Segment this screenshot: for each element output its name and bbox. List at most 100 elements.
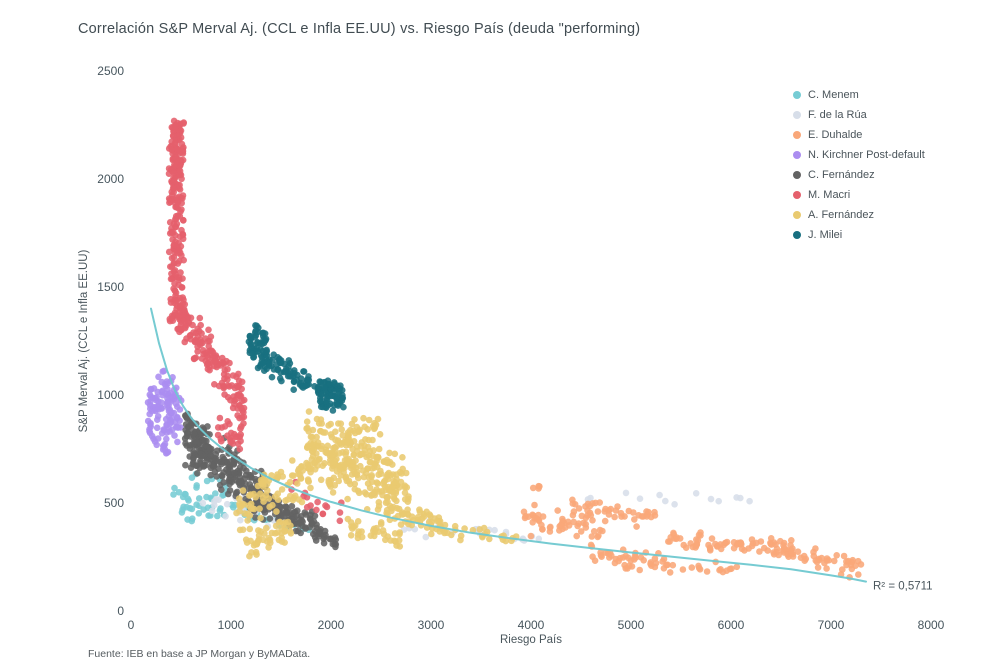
data-point <box>717 566 724 573</box>
data-point <box>277 369 285 376</box>
data-point <box>301 524 309 531</box>
data-point <box>212 490 219 497</box>
data-point <box>531 501 538 509</box>
data-point <box>224 372 231 380</box>
data-point <box>306 461 314 469</box>
data-point <box>309 433 316 441</box>
data-point <box>288 472 296 479</box>
data-point <box>310 530 317 538</box>
data-point <box>288 502 296 510</box>
data-point <box>748 542 756 550</box>
data-point <box>539 525 546 533</box>
data-point <box>621 561 628 569</box>
data-point <box>565 522 573 529</box>
data-point <box>252 493 259 501</box>
data-point <box>833 552 840 559</box>
data-point <box>350 427 357 435</box>
data-point <box>160 367 168 375</box>
data-point <box>194 470 201 477</box>
data-point <box>318 397 325 404</box>
data-point <box>372 421 380 429</box>
data-point <box>200 463 207 470</box>
data-point <box>245 502 252 510</box>
data-point <box>692 544 699 551</box>
data-point <box>425 518 433 526</box>
data-point <box>253 551 260 558</box>
data-point <box>354 487 362 495</box>
data-point <box>656 491 663 499</box>
legend-label: N. Kirchner Post-default <box>808 149 925 161</box>
data-point <box>369 452 377 460</box>
data-point <box>178 206 185 213</box>
data-point <box>252 322 259 329</box>
data-point <box>162 450 170 457</box>
data-point <box>174 181 182 189</box>
legend-item-f-de-la-r-a: F. de la Rúa <box>793 109 925 121</box>
data-point <box>404 506 411 513</box>
legend-label: E. Duhalde <box>808 129 863 141</box>
data-point <box>662 497 669 505</box>
data-point <box>570 508 578 515</box>
data-point <box>336 517 344 525</box>
data-point <box>259 359 267 367</box>
data-point <box>712 540 719 548</box>
data-point <box>338 426 346 433</box>
data-point <box>240 464 247 472</box>
data-point <box>326 381 334 388</box>
x-tick-label: 7000 <box>818 618 845 632</box>
legend-label: C. Menem <box>808 89 859 101</box>
data-point <box>284 518 292 526</box>
data-point <box>211 381 218 388</box>
data-point <box>274 490 282 498</box>
x-tick-label: 5000 <box>618 618 645 632</box>
data-point <box>738 541 745 548</box>
data-point <box>733 563 741 571</box>
data-point <box>382 499 390 507</box>
data-point <box>376 431 384 438</box>
data-point <box>289 457 296 464</box>
data-point <box>573 532 580 540</box>
data-point <box>195 510 203 517</box>
data-point <box>295 521 302 528</box>
data-point <box>408 513 416 520</box>
data-point <box>708 535 716 542</box>
data-point <box>179 235 187 243</box>
data-point <box>401 482 409 490</box>
data-point <box>631 556 638 563</box>
data-point <box>214 431 222 439</box>
data-point <box>171 161 178 169</box>
data-point <box>322 502 329 509</box>
data-point <box>392 479 399 486</box>
data-point <box>230 504 237 511</box>
data-point <box>252 514 259 521</box>
data-point <box>305 376 313 384</box>
data-point <box>535 535 543 543</box>
data-point <box>197 336 204 344</box>
data-point <box>220 384 227 392</box>
data-point <box>231 469 238 477</box>
data-point <box>174 132 182 139</box>
data-point <box>527 532 535 540</box>
data-point <box>578 512 586 520</box>
data-point <box>294 507 301 514</box>
data-point <box>364 465 371 473</box>
data-point <box>205 343 212 350</box>
data-point <box>211 468 219 476</box>
data-point <box>214 512 221 520</box>
data-point <box>211 498 218 505</box>
data-point <box>207 452 215 460</box>
data-point <box>361 423 369 431</box>
data-point <box>263 352 271 359</box>
data-point <box>311 512 319 520</box>
data-point <box>251 475 259 483</box>
legend-item-m-macri: M. Macri <box>793 189 925 201</box>
data-point <box>239 526 247 533</box>
data-point <box>204 365 212 373</box>
data-point <box>168 415 176 422</box>
data-point <box>794 548 802 555</box>
data-point <box>276 519 283 526</box>
data-point <box>843 558 850 565</box>
data-point <box>383 494 391 501</box>
